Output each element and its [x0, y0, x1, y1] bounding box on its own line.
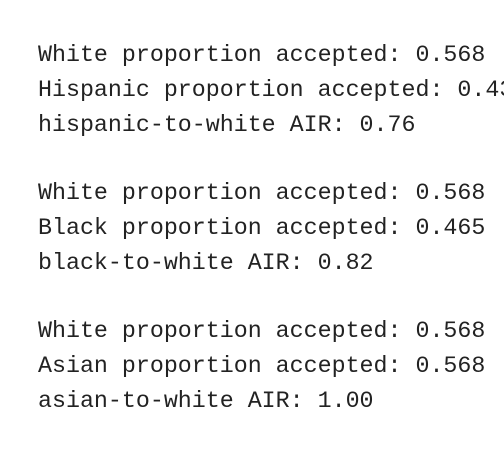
page: {"output": {"blocks": [ ["White proporti… — [38, 42, 504, 414]
output-line: White proportion accepted: 0.568 — [38, 180, 486, 206]
output-line: White proportion accepted: 0.568 — [38, 42, 486, 68]
output-line: Hispanic proportion accepted: 0.43 — [38, 77, 504, 103]
output-line: asian-to-white AIR: 1.00 — [38, 388, 374, 414]
output-block: White proportion accepted: 0.568 Hispanic… — [38, 38, 504, 143]
output-block: White proportion accepted: 0.568 Asian pr… — [38, 314, 504, 419]
output-line: hispanic-to-white AIR: 0.76 — [38, 112, 416, 138]
output-line: Black proportion accepted: 0.465 — [38, 215, 486, 241]
cell-output: White proportion accepted: 0.568 Hispanic… — [38, 38, 504, 452]
output-line: Asian proportion accepted: 0.568 — [38, 353, 486, 379]
output-line: black-to-white AIR: 0.82 — [38, 250, 374, 276]
output-line: White proportion accepted: 0.568 — [38, 318, 486, 344]
output-block: White proportion accepted: 0.568 Black pr… — [38, 176, 504, 281]
